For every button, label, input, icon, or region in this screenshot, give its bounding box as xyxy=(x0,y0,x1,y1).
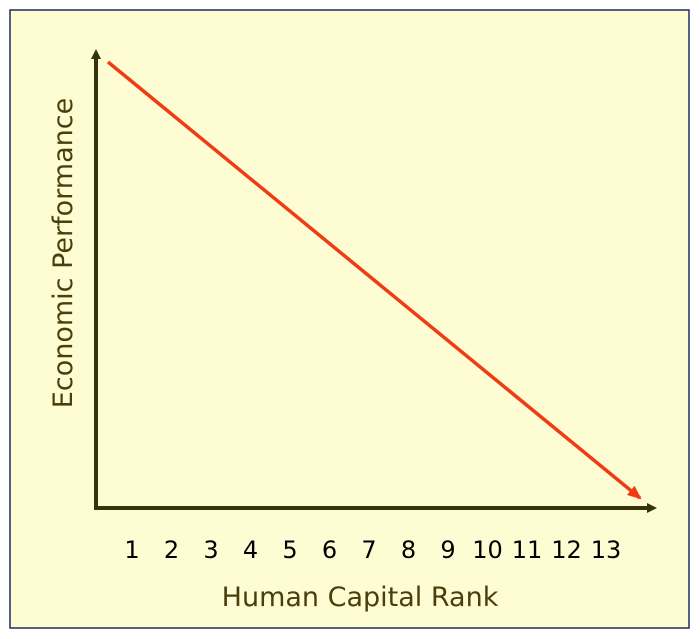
x-tick-label: 8 xyxy=(401,536,416,564)
x-tick-label: 1 xyxy=(124,536,139,564)
x-tick-label: 6 xyxy=(322,536,337,564)
x-tick-label: 4 xyxy=(243,536,258,564)
x-tick-label: 12 xyxy=(551,536,582,564)
x-axis-label: Human Capital Rank xyxy=(222,582,499,613)
trend-arrow xyxy=(106,60,642,500)
x-tick-label: 5 xyxy=(282,536,297,564)
x-tick-label: 7 xyxy=(361,536,376,564)
y-axis-label: Economic Performance xyxy=(48,98,79,408)
x-tick-label: 10 xyxy=(472,536,503,564)
x-tick-label: 11 xyxy=(512,536,543,564)
x-tick-label: 3 xyxy=(203,536,218,564)
x-tick-labels: 1 2 3 4 5 6 7 8 9 10 11 12 13 xyxy=(124,536,621,564)
x-tick-label: 13 xyxy=(591,536,622,564)
x-tick-label: 2 xyxy=(164,536,179,564)
x-tick-label: 9 xyxy=(440,536,455,564)
background-panel xyxy=(9,9,690,629)
